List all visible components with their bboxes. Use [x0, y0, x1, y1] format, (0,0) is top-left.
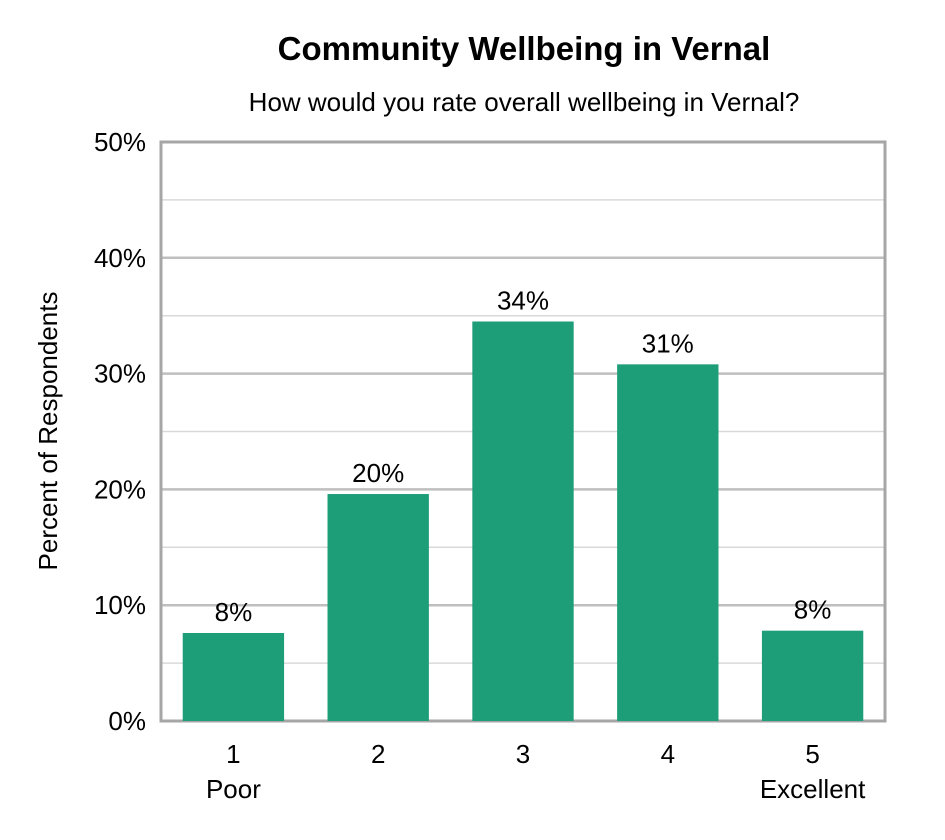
x-tick-sublabel: Poor: [206, 774, 261, 804]
chart-subtitle: How would you rate overall wellbeing in …: [249, 87, 800, 117]
x-tick-label: 5: [805, 739, 819, 769]
data-label: 31%: [642, 328, 694, 358]
x-tick-label: 3: [516, 739, 530, 769]
x-tick-label: 2: [371, 739, 385, 769]
bar: [472, 321, 574, 721]
x-tick-sublabel: Excellent: [760, 774, 866, 804]
y-tick-label: 50%: [94, 127, 146, 157]
bar: [327, 494, 429, 721]
data-label: 8%: [215, 597, 253, 627]
data-label: 8%: [794, 595, 832, 625]
data-label: 34%: [497, 285, 549, 315]
x-axis-categories: 1 Poor 2 3 4 5 Excellent: [206, 739, 866, 804]
bar: [182, 632, 285, 721]
x-tick-label: 4: [661, 739, 675, 769]
y-axis-ticks: 0% 10% 20% 30% 40% 50%: [94, 127, 146, 736]
bar: [617, 364, 719, 721]
y-tick-label: 40%: [94, 243, 146, 273]
bar: [761, 630, 864, 721]
y-axis-label: Percent of Respondents: [33, 292, 63, 571]
data-labels: 8% 20% 34% 31% 8%: [215, 285, 832, 627]
y-tick-label: 0%: [108, 706, 146, 736]
chart-title: Community Wellbeing in Vernal: [278, 30, 771, 67]
bars: [182, 321, 864, 721]
x-tick-label: 1: [226, 739, 240, 769]
y-tick-label: 30%: [94, 359, 146, 389]
data-label: 20%: [352, 458, 404, 488]
y-tick-label: 20%: [94, 474, 146, 504]
y-tick-label: 10%: [94, 590, 146, 620]
